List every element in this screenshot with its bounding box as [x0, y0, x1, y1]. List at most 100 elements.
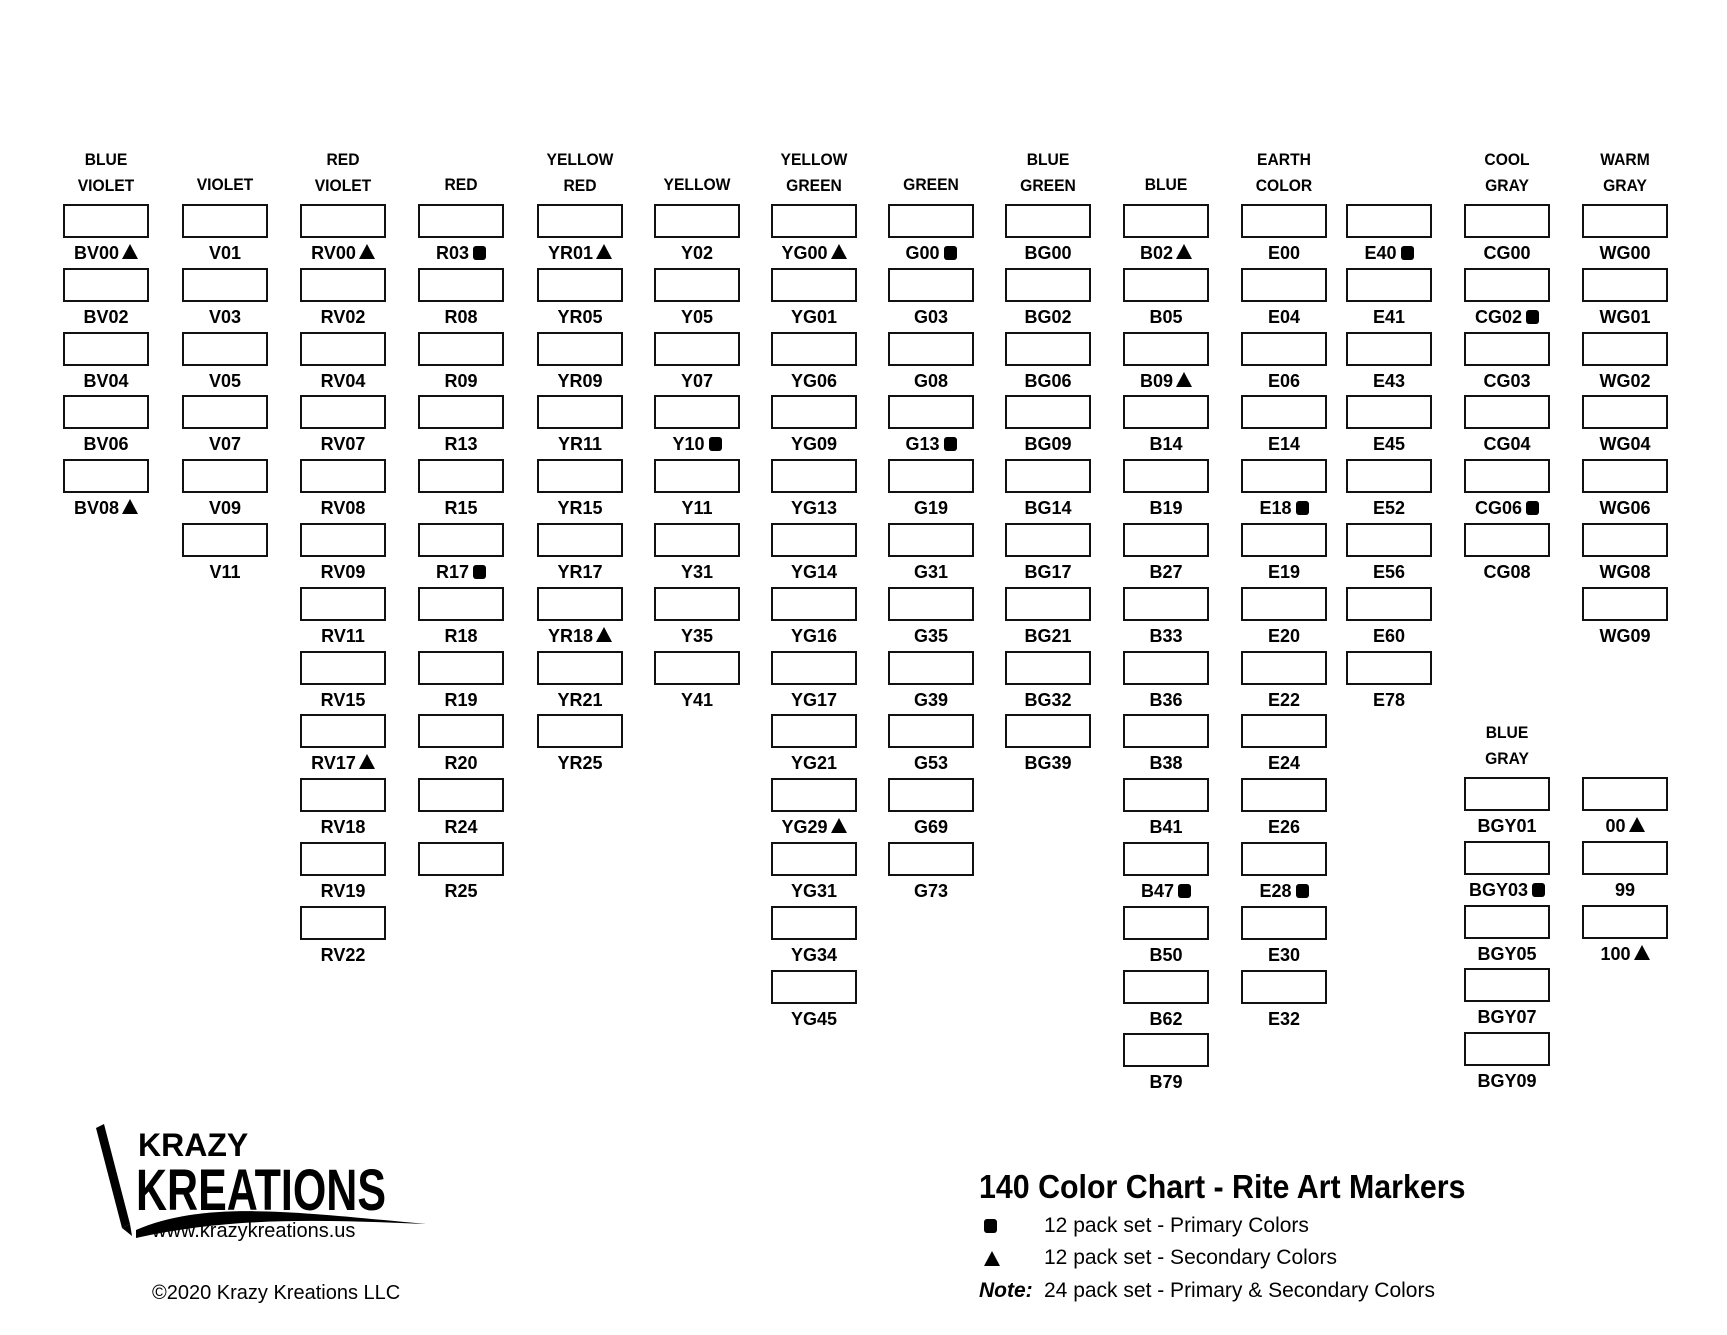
color-code: E45	[1372, 434, 1406, 455]
color-swatch-box	[1123, 778, 1209, 813]
color-swatch-box	[1241, 523, 1327, 557]
column-header: COLOR	[1255, 176, 1313, 195]
column-header: COOL	[1484, 150, 1530, 169]
color-swatch-box	[1464, 777, 1550, 811]
color-code-label: RV04	[283, 370, 403, 392]
square-icon	[984, 1219, 997, 1233]
column-header: YELLOW	[546, 150, 614, 169]
color-code: RV17	[311, 753, 356, 774]
marker-pen-icon: KRAZY KREATIONS	[96, 1124, 426, 1238]
color-swatch-box	[300, 714, 386, 749]
color-swatch-box	[888, 523, 974, 557]
color-code: BGY07	[1477, 1007, 1537, 1028]
color-swatch-box	[1123, 969, 1209, 1004]
color-swatch-box	[1582, 204, 1668, 238]
color-code-label: E45	[1329, 433, 1449, 455]
color-code-label: BG02	[988, 306, 1108, 328]
color-swatch-box	[300, 204, 386, 238]
color-code: B09	[1139, 370, 1174, 391]
color-code: Y11	[681, 498, 713, 519]
color-swatch-box	[1464, 395, 1550, 430]
color-code: YG21	[790, 753, 838, 774]
note-text: 24 pack set - Primary & Secondary Colors	[1044, 1279, 1435, 1302]
color-code-label: BG39	[988, 752, 1108, 774]
color-code: G35	[913, 625, 949, 646]
color-code: Y02	[680, 243, 714, 263]
color-code: 99	[1614, 879, 1636, 900]
color-code: YG34	[790, 944, 838, 965]
color-swatch-box	[771, 969, 857, 1004]
color-code: E41	[1372, 306, 1406, 327]
color-code: YG13	[790, 498, 838, 519]
color-swatch-box	[888, 650, 974, 685]
color-swatch-box	[182, 459, 268, 494]
color-swatch-box	[1241, 267, 1327, 302]
color-code-label: B19	[1106, 497, 1226, 519]
color-code-label: BG14	[988, 497, 1108, 519]
color-code-label: Y11	[637, 497, 757, 519]
color-code-label: WG00	[1565, 242, 1685, 264]
color-swatch-box	[1123, 267, 1209, 302]
color-code-label: B02	[1106, 242, 1226, 264]
color-code-label: E52	[1329, 497, 1449, 519]
color-swatch-box	[418, 714, 504, 749]
color-code: R13	[444, 434, 478, 455]
color-code: R18	[444, 625, 478, 646]
color-code-label: CG03	[1447, 370, 1567, 392]
color-swatch-box	[1123, 650, 1209, 685]
color-code-label: G13	[871, 433, 991, 455]
color-code-label: RV09	[283, 561, 403, 583]
color-swatch-box	[1241, 905, 1327, 940]
website-url[interactable]: www.krazykreations.us	[152, 1220, 356, 1242]
color-swatch-box	[888, 586, 974, 621]
color-code: G31	[913, 562, 949, 582]
primary-square-icon	[1178, 884, 1192, 898]
svg-text:KRAZY: KRAZY	[138, 1127, 248, 1163]
color-code: CG08	[1483, 562, 1531, 582]
color-code-label: B38	[1106, 752, 1226, 774]
color-code: CG00	[1483, 243, 1531, 263]
color-code: E14	[1267, 434, 1301, 455]
color-code-label: WG08	[1565, 561, 1685, 583]
color-code: BG09	[1024, 434, 1072, 455]
triangle-icon	[984, 1251, 1000, 1266]
color-swatch-box	[418, 523, 504, 557]
color-swatch-box	[537, 267, 623, 302]
color-swatch-box	[654, 204, 740, 238]
color-code-label: YR01	[520, 242, 640, 264]
color-code-label: YR11	[520, 433, 640, 455]
color-code-label: Y31	[637, 561, 757, 583]
color-code: E78	[1372, 689, 1406, 710]
color-swatch-box	[1346, 395, 1432, 430]
color-code-label: YG09	[754, 433, 874, 455]
color-swatch-box	[418, 650, 504, 685]
color-code-label: CG04	[1447, 433, 1567, 455]
color-code: E32	[1267, 1008, 1301, 1029]
color-swatch-box	[300, 267, 386, 302]
color-code-label: E41	[1329, 306, 1449, 328]
color-code: RV08	[320, 498, 366, 519]
color-code-label: B33	[1106, 625, 1226, 647]
color-swatch-box	[1241, 969, 1327, 1004]
color-swatch-box	[888, 459, 974, 494]
color-code-label: G31	[871, 561, 991, 583]
color-code: BG14	[1024, 498, 1072, 519]
color-code: BV02	[83, 306, 129, 327]
color-code: G53	[913, 753, 949, 774]
color-code: E20	[1267, 625, 1301, 646]
color-swatch-box	[888, 395, 974, 430]
color-code-label: R20	[401, 752, 521, 774]
color-code-label: YG06	[754, 370, 874, 392]
color-code: Y31	[680, 562, 714, 582]
color-code-label: G35	[871, 625, 991, 647]
color-swatch-box	[1005, 331, 1091, 366]
color-code: E00	[1267, 243, 1301, 263]
color-code-label: G19	[871, 497, 991, 519]
color-code-label: RV22	[283, 944, 403, 966]
color-swatch-box	[537, 204, 623, 238]
color-code-label: RV07	[283, 433, 403, 455]
color-code: YG14	[790, 562, 838, 582]
secondary-triangle-icon	[596, 244, 613, 259]
color-code-label: RV18	[283, 816, 403, 838]
column-header: RED	[563, 176, 597, 195]
